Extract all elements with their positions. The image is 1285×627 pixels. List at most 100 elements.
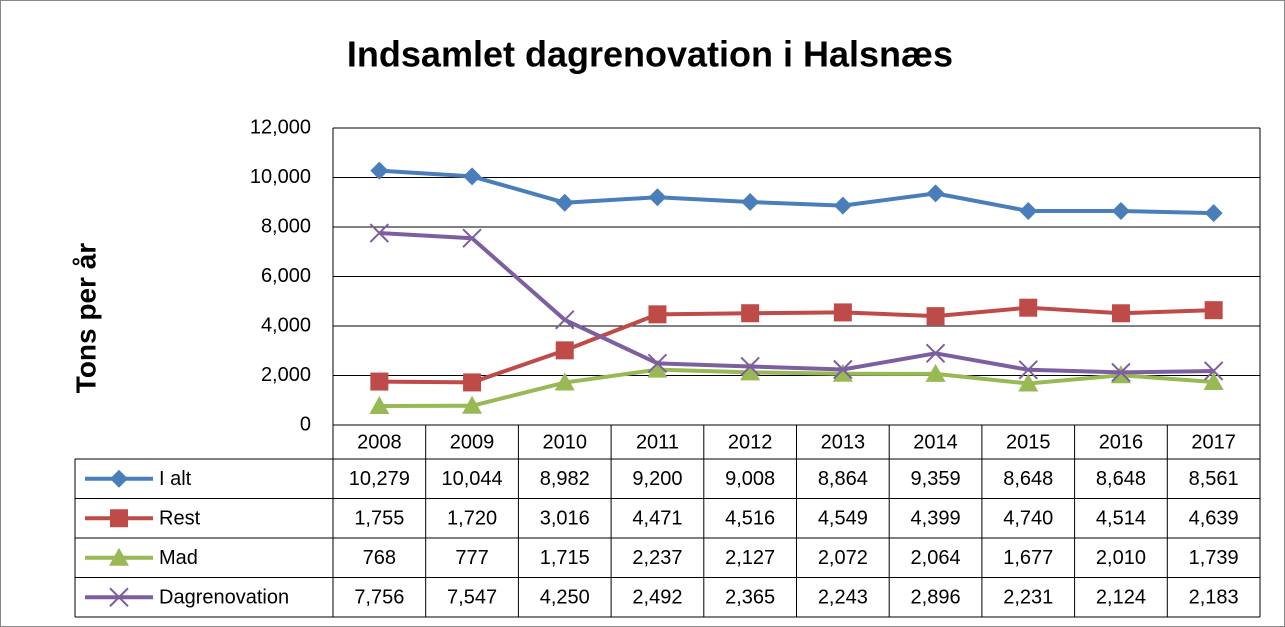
series-line [379, 168, 1214, 216]
data-point [1018, 373, 1039, 392]
legend-marker [109, 587, 129, 607]
data-point [555, 310, 575, 330]
table-value: 2,365 [725, 587, 775, 609]
y-tick-label: 10,000 [250, 166, 311, 188]
data-point [463, 167, 482, 186]
data-point [1019, 201, 1038, 220]
table-value: 1,715 [540, 547, 590, 569]
table-value: 2,237 [632, 547, 682, 569]
data-point [926, 307, 945, 326]
y-tick-label: 2,000 [261, 364, 311, 386]
x-tick-label: 2010 [543, 431, 588, 453]
chart-title: Indsamlet dagrenovation i Halsnæs [347, 34, 953, 75]
table-value: 8,561 [1189, 468, 1239, 490]
table-value: 4,516 [725, 508, 775, 530]
table-value: 2,072 [818, 547, 868, 569]
x-tick-label: 2012 [728, 431, 773, 453]
x-tick-label: 2013 [821, 431, 866, 453]
data-point [369, 223, 390, 243]
data-point [648, 305, 667, 324]
data-point [740, 356, 760, 377]
table-value: 4,399 [911, 508, 961, 530]
legend-marker [110, 509, 128, 528]
y-tick-label: 12,000 [250, 116, 311, 138]
data-point [926, 184, 945, 203]
data-point [370, 161, 389, 180]
y-tick-label: 4,000 [261, 314, 311, 336]
data-point [1111, 362, 1131, 383]
legend-label: Mad [159, 547, 198, 569]
data-point [833, 359, 853, 380]
data-point [462, 228, 482, 248]
table-value: 9,359 [911, 468, 961, 490]
table-value: 2,127 [725, 547, 775, 569]
table-value: 4,639 [1189, 508, 1239, 530]
data-point [1018, 360, 1038, 380]
legend-label: I alt [159, 468, 192, 490]
data-point [555, 341, 574, 360]
table-value: 7,547 [447, 587, 497, 609]
table-value: 10,044 [441, 468, 502, 490]
data-point [1203, 371, 1224, 390]
table-value: 1,739 [1189, 547, 1239, 569]
data-point [1019, 298, 1038, 317]
data-point [832, 363, 853, 382]
x-tick-label: 2011 [636, 431, 679, 453]
table-value: 2,124 [1096, 587, 1146, 609]
y-axis-title: Tons per år [70, 243, 101, 394]
table-value: 2,064 [911, 547, 961, 569]
series-line [379, 305, 1214, 385]
legend-marker [110, 469, 128, 488]
table-value: 9,200 [632, 468, 682, 490]
data-point [740, 362, 761, 381]
legend-label: Rest [159, 508, 201, 530]
table-value: 2,183 [1189, 587, 1239, 609]
data-point [648, 188, 667, 207]
y-tick-label: 8,000 [261, 215, 311, 237]
data-point [647, 359, 668, 378]
table-value: 7,756 [354, 587, 404, 609]
data-point [554, 372, 575, 391]
table-value: 9,008 [725, 468, 775, 490]
y-tick-label: 0 [300, 413, 311, 435]
x-tick-label: 2008 [357, 431, 402, 453]
data-point [833, 303, 852, 322]
table-value: 2,231 [1003, 587, 1053, 609]
table-value: 2,896 [911, 587, 961, 609]
table-value: 4,471 [632, 508, 682, 530]
data-point [1204, 204, 1223, 223]
data-point [1203, 361, 1224, 381]
table-value: 1,755 [354, 508, 404, 530]
x-tick-label: 2009 [450, 431, 495, 453]
data-point [462, 395, 483, 414]
data-point [555, 193, 574, 212]
table-value: 2,010 [1096, 547, 1146, 569]
table-value: 777 [455, 547, 488, 569]
series-line [379, 231, 1214, 375]
data-point [833, 196, 852, 215]
x-tick-label: 2017 [1191, 431, 1236, 453]
data-point [370, 372, 389, 391]
table-value: 8,648 [1003, 468, 1053, 490]
table-value: 8,982 [540, 468, 590, 490]
data-point [925, 343, 946, 364]
x-tick-label: 2014 [913, 431, 958, 453]
table-value: 4,514 [1096, 508, 1146, 530]
table-value: 8,648 [1096, 468, 1146, 490]
legend-marker [109, 547, 129, 566]
data-point [1111, 201, 1130, 220]
data-point [925, 363, 946, 382]
data-point [741, 193, 760, 212]
table-value: 1,677 [1003, 547, 1053, 569]
data-point [369, 395, 390, 414]
series-line [379, 367, 1214, 408]
table-value: 10,279 [349, 468, 410, 490]
y-tick-label: 6,000 [261, 265, 311, 287]
table-value: 8,864 [818, 468, 868, 490]
data-point [647, 353, 668, 374]
table-value: 4,250 [540, 587, 590, 609]
table-value: 768 [363, 547, 396, 569]
